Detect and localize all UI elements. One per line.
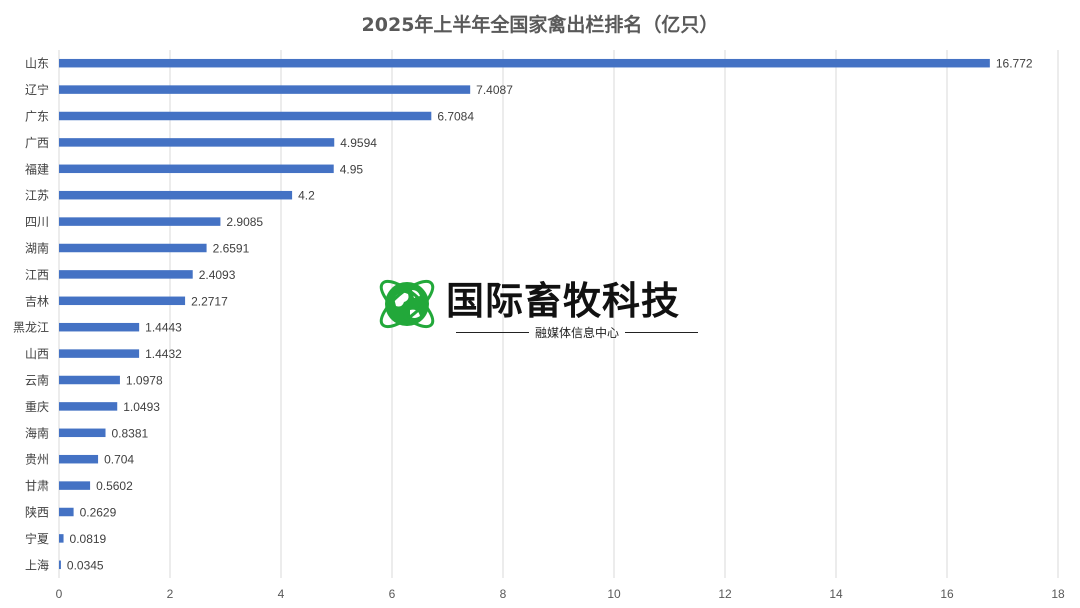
x-tick-label: 8 — [500, 587, 507, 601]
bar — [59, 481, 91, 490]
data-label: 1.0493 — [123, 400, 160, 414]
watermark-brand: 国际畜牧科技 — [446, 279, 681, 323]
category-label: 湖南 — [25, 241, 49, 256]
x-tick-label: 2 — [167, 587, 174, 601]
data-label: 4.2 — [298, 189, 315, 203]
divider-line — [456, 332, 529, 333]
bar — [59, 85, 471, 94]
x-tick-label: 4 — [278, 587, 285, 601]
bar — [59, 349, 140, 358]
category-label: 山东 — [25, 57, 49, 71]
bar — [59, 560, 61, 570]
category-label: 辽宁 — [25, 82, 49, 97]
x-tick-label: 16 — [940, 587, 954, 601]
bar — [59, 375, 120, 385]
category-label: 四川 — [25, 215, 49, 229]
data-label: 16.772 — [996, 57, 1033, 71]
category-label: 甘肃 — [25, 479, 49, 493]
data-label: 1.0978 — [126, 374, 163, 388]
bar — [59, 58, 990, 68]
watermark-subtitle-row: 融媒体信息中心 — [456, 324, 699, 341]
bar — [59, 454, 99, 464]
x-tick-label: 0 — [56, 587, 63, 601]
chart-title: 2025年上半年全国家禽出栏排名（亿只） — [361, 14, 719, 36]
data-label: 1.4443 — [145, 321, 182, 335]
category-label: 广东 — [25, 110, 49, 124]
category-label: 陕西 — [25, 505, 49, 520]
bar — [59, 111, 432, 121]
data-label: 2.6591 — [213, 242, 250, 256]
data-label: 0.0345 — [67, 558, 104, 572]
bar — [59, 164, 334, 174]
data-label: 0.5602 — [96, 479, 133, 493]
category-label: 江西 — [25, 268, 49, 282]
x-tick-label: 12 — [718, 587, 732, 601]
category-label: 吉林 — [25, 294, 49, 308]
bar — [59, 217, 221, 226]
category-label: 山西 — [25, 347, 49, 361]
category-label: 宁夏 — [25, 531, 49, 546]
data-label: 1.4432 — [145, 347, 182, 361]
watermark-logo: 国际畜牧科技 融媒体信息中心 — [372, 268, 712, 342]
data-label: 0.8381 — [112, 426, 149, 440]
x-tick-label: 14 — [829, 587, 843, 601]
data-label: 6.7084 — [437, 110, 474, 124]
x-tick-label: 18 — [1051, 587, 1065, 601]
category-label: 江苏 — [25, 189, 49, 203]
data-label: 2.4093 — [199, 268, 236, 282]
watermark-subtitle: 融媒体信息中心 — [535, 326, 620, 340]
bar — [59, 138, 335, 147]
data-label: 4.95 — [340, 162, 364, 176]
globe-leaf-icon — [379, 279, 435, 329]
bar — [59, 534, 64, 543]
category-label: 福建 — [25, 161, 49, 176]
bar — [59, 402, 118, 411]
category-label: 广西 — [25, 136, 49, 150]
category-label: 海南 — [25, 425, 49, 440]
x-tick-label: 6 — [389, 587, 396, 601]
bar — [59, 428, 106, 438]
data-label: 7.4087 — [476, 83, 513, 97]
bar — [59, 270, 193, 279]
data-label: 2.9085 — [226, 215, 263, 229]
category-label: 云南 — [25, 373, 49, 388]
bar — [59, 190, 293, 200]
divider-line — [625, 332, 699, 333]
x-tick-label: 10 — [607, 587, 621, 601]
category-label: 上海 — [25, 557, 49, 572]
data-label: 0.2629 — [80, 506, 117, 520]
bar — [59, 243, 207, 253]
data-label: 2.2717 — [191, 294, 228, 308]
bar — [59, 507, 74, 517]
category-label: 重庆 — [25, 400, 49, 414]
bar — [59, 296, 186, 306]
category-label: 贵州 — [25, 453, 49, 467]
data-label: 4.9594 — [340, 136, 377, 150]
data-label: 0.0819 — [70, 532, 107, 546]
data-label: 0.704 — [104, 453, 134, 467]
category-label: 黑龙江 — [13, 321, 49, 335]
bar — [59, 322, 140, 332]
